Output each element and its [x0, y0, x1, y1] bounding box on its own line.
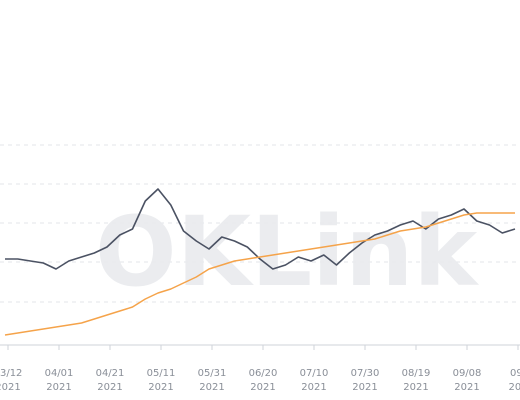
x-tick-label-year: 2021 — [454, 382, 479, 393]
x-tick-label-year: 2021 — [97, 382, 122, 393]
x-tick-label-date: 09/08 — [453, 368, 482, 379]
x-tick-label-year: 2021 — [250, 382, 275, 393]
x-tick-label-date: 06/20 — [249, 368, 278, 379]
series-line-orange — [4, 212, 515, 336]
x-tick-label-date: 04/21 — [96, 368, 125, 379]
x-tick-label-date: 05/31 — [198, 368, 227, 379]
x-tick-label-year: 2021 — [199, 382, 224, 393]
x-tick-label-date: 03/12 — [0, 368, 22, 379]
x-axis: 03/12 2021 04/01 2021 04/21 2021 05/11 2021 05/3… — [0, 345, 520, 393]
x-tick-label-date: 07/30 — [351, 368, 380, 379]
x-tick-label-year: 202 — [508, 382, 520, 393]
x-tick-label-year: 2021 — [301, 382, 326, 393]
x-tick-label-date: 04/01 — [45, 368, 74, 379]
x-tick-label-year: 2021 — [46, 382, 71, 393]
x-tick-label-date: 05/11 — [147, 368, 176, 379]
x-tick-label-date: 09/ — [510, 368, 520, 379]
x-tick-label-year: 2021 — [403, 382, 428, 393]
x-tick-label-date: 08/19 — [402, 368, 431, 379]
x-tick-label-date: 07/10 — [300, 368, 329, 379]
x-tick-label-year: 2021 — [352, 382, 377, 393]
series-layer — [4, 188, 516, 336]
x-tick-label-year: 2021 — [0, 382, 21, 393]
x-tick-label-year: 2021 — [148, 382, 173, 393]
